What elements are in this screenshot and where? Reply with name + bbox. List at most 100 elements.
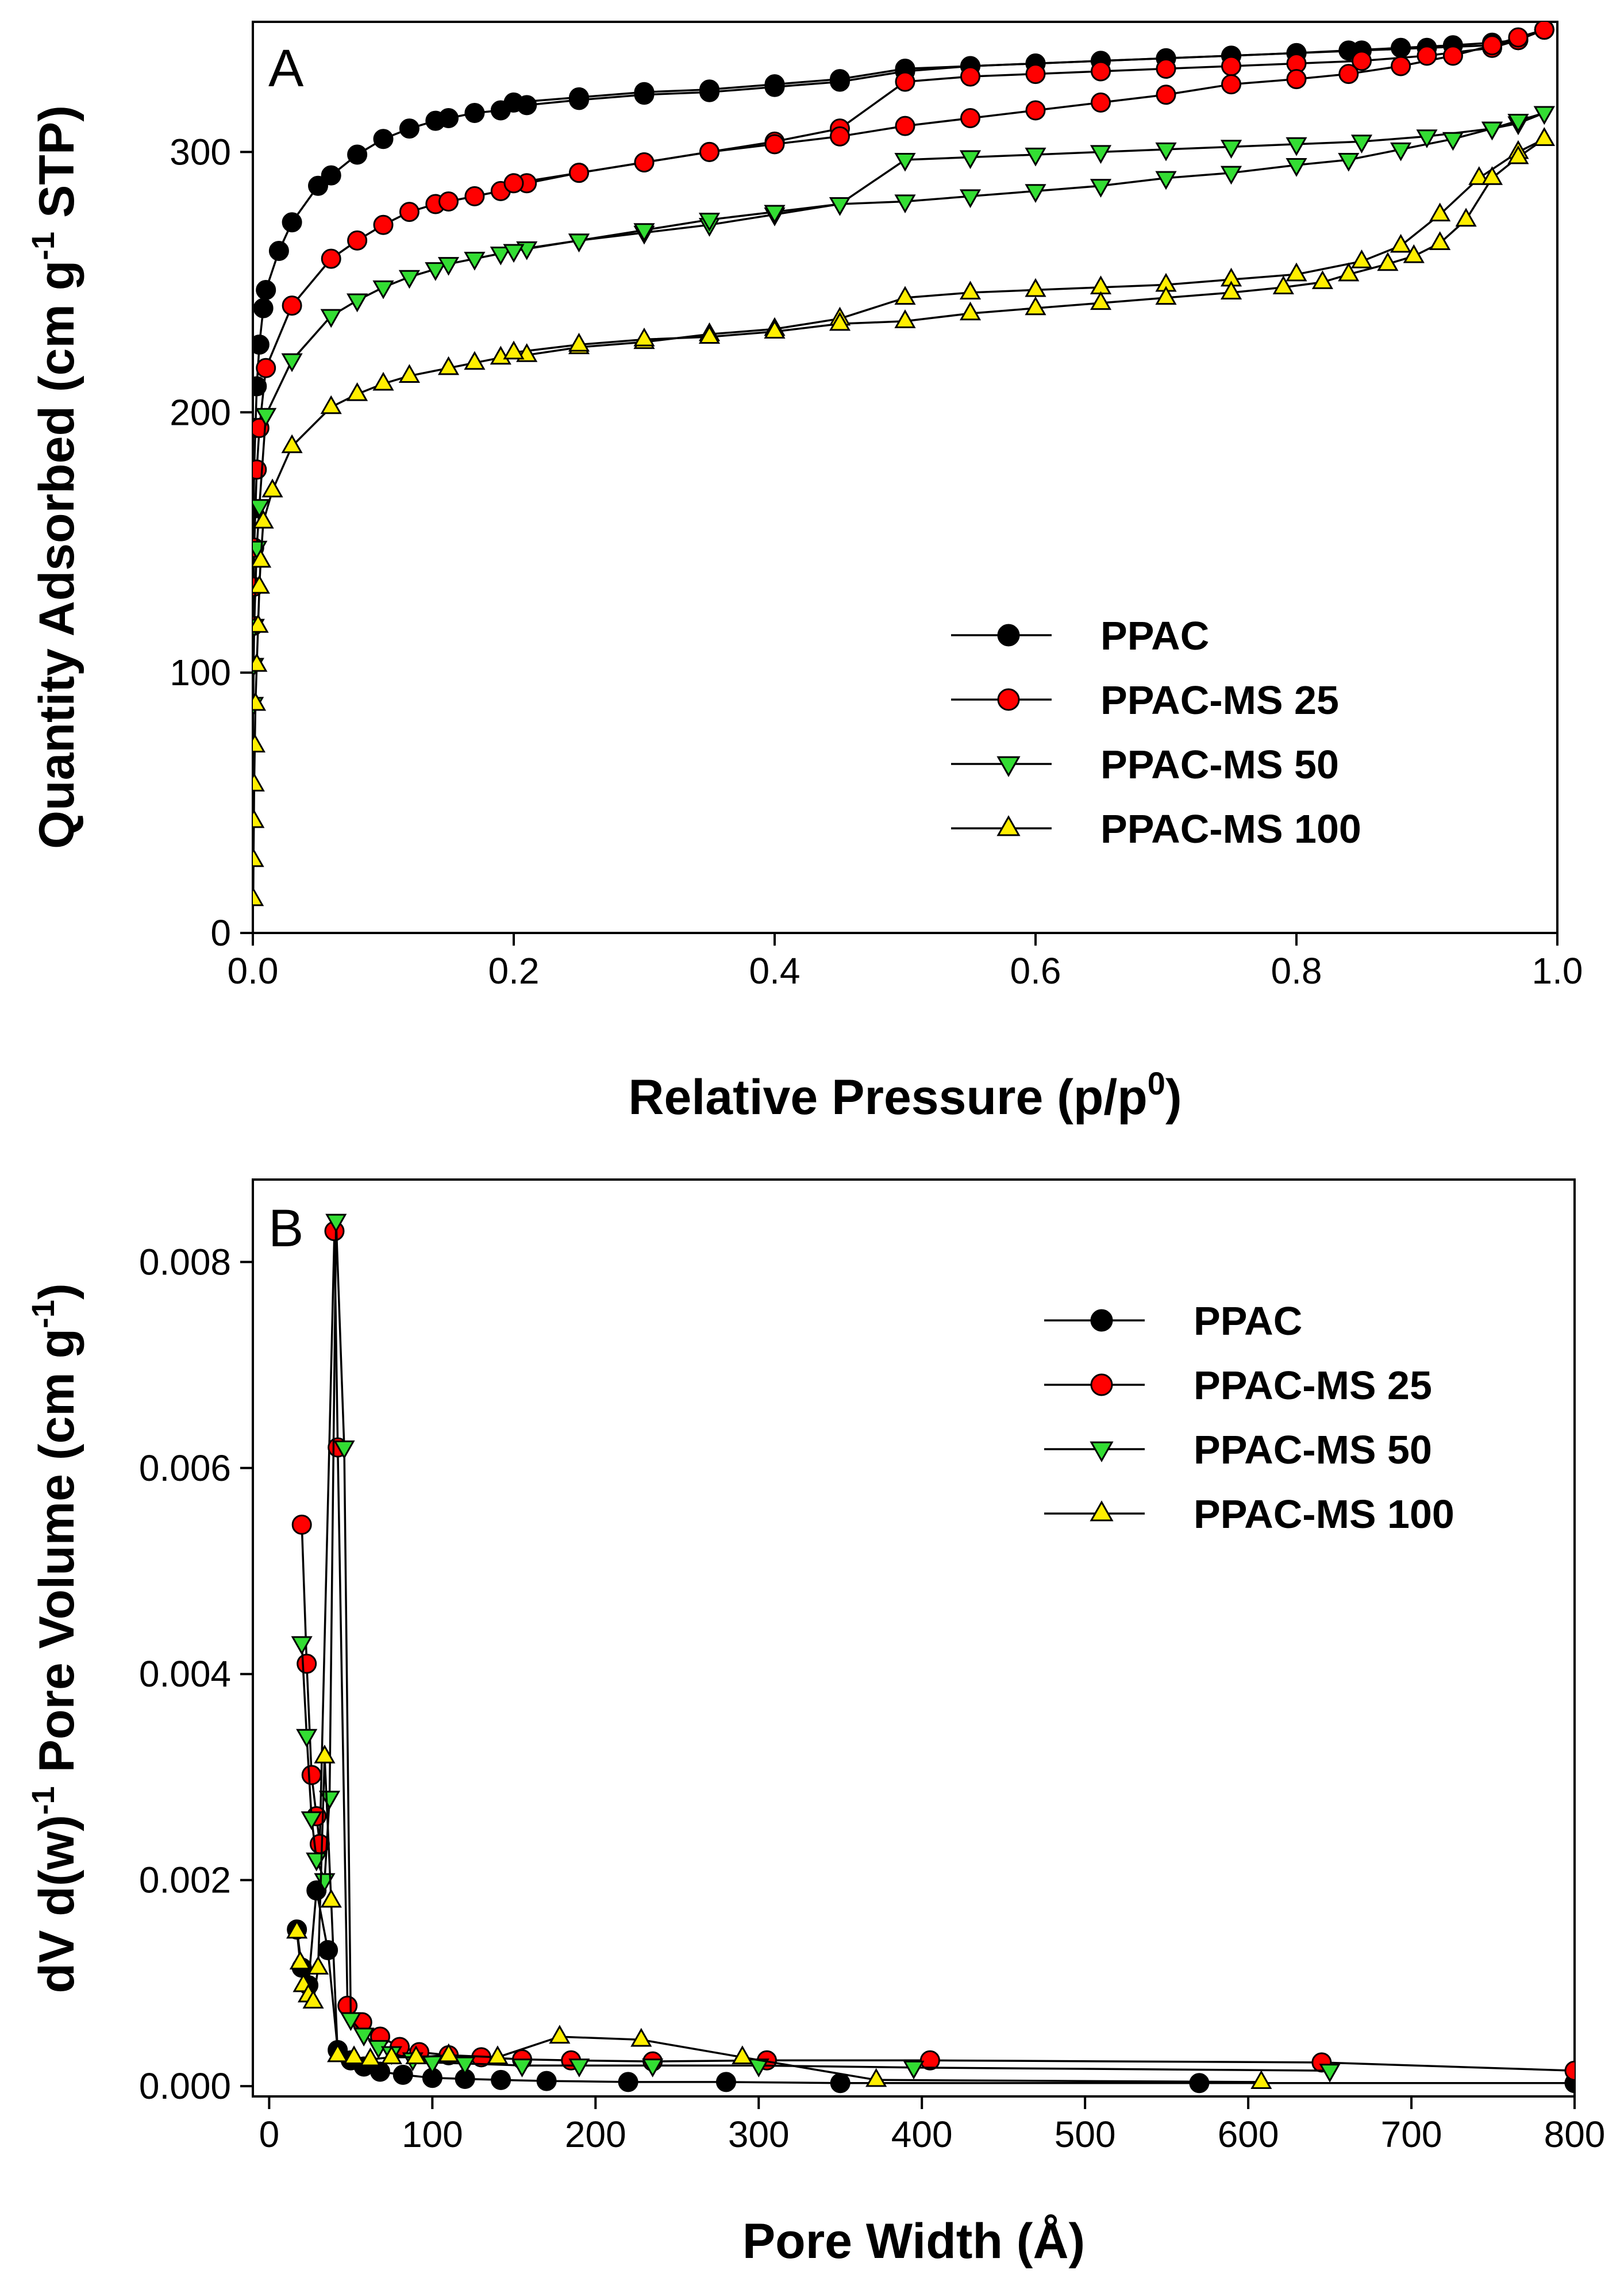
panelA-series-ppac-ms-100 bbox=[253, 127, 1555, 907]
panelA-point-ppac-ms-50 bbox=[398, 270, 420, 289]
panelA-point-ppac bbox=[253, 298, 274, 318]
panelA-point-ppac-ms-100 bbox=[959, 281, 982, 300]
panel-b: 0 100 200 300 400 500 600 700 800 0.0000.0020.00… bbox=[25, 1178, 1606, 2269]
panelA-point-ppac-ms-100 bbox=[1155, 286, 1177, 305]
panelA-point-ppac-ms-100 bbox=[633, 327, 655, 347]
panelA-point-ppac bbox=[253, 335, 270, 355]
panelA-point-ppac-ms-50 bbox=[1025, 184, 1046, 203]
panel-a-letter: A bbox=[268, 39, 304, 98]
panelA-point-ppac bbox=[1391, 37, 1411, 58]
panelA-legend-item-ppac-ms-50: PPAC-MS 50 bbox=[951, 742, 1339, 787]
panelA-x-tick-label: 0.8 bbox=[1271, 950, 1322, 992]
panelA-point-ppac-ms-25 bbox=[1391, 56, 1411, 76]
panelA-point-ppac-ms-50 bbox=[1090, 179, 1112, 198]
panelA-point-ppac-ms-100 bbox=[1390, 233, 1412, 253]
panel-a: 0.0 0.2 0.4 0.6 0.8 1.0 0 100 200 300 A Relative… bbox=[25, 21, 1583, 1125]
panelB-x-tick-label: 300 bbox=[728, 2114, 790, 2155]
panel-b-series bbox=[286, 1213, 1575, 2094]
panelA-point-ppac bbox=[308, 175, 328, 196]
panelA-point-ppac-ms-100 bbox=[1377, 252, 1399, 271]
panelB-point-ppac bbox=[1189, 2073, 1210, 2094]
panel-a-y-ticks: 0 100 200 300 bbox=[170, 131, 253, 954]
panelA-line-ppac-ms-100-desorption bbox=[513, 138, 1545, 354]
panelB-legend-item-ppac: PPAC bbox=[1044, 1299, 1302, 1343]
panelA-point-ppac-ms-100 bbox=[253, 887, 264, 907]
panelB-y-tick-label: 0.002 bbox=[139, 1860, 231, 1901]
panelB-x-tick-label: 500 bbox=[1055, 2114, 1116, 2155]
panelA-point-ppac-ms-50 bbox=[464, 252, 486, 271]
panelA-point-ppac-ms-50 bbox=[1155, 171, 1177, 190]
panelA-point-ppac bbox=[699, 79, 719, 100]
panelA-point-ppac-ms-50 bbox=[1507, 114, 1529, 133]
panelA-point-ppac-ms-50 bbox=[894, 152, 916, 172]
panelA-point-ppac-ms-50 bbox=[253, 499, 270, 518]
panelA-legend-label: PPAC-MS 25 bbox=[1100, 678, 1339, 723]
panelB-x-tick-label: 100 bbox=[402, 2114, 463, 2155]
panelA-point-ppac-ms-100 bbox=[253, 773, 265, 792]
panelA-point-ppac-ms-50 bbox=[959, 150, 982, 170]
panelB-legend-label: PPAC-MS 50 bbox=[1194, 1427, 1432, 1472]
panel-b-y-ticks: 0.000 0.002 0.004 0.006 0.008 bbox=[139, 1241, 253, 2107]
panelA-point-ppac-ms-100 bbox=[1338, 262, 1360, 282]
panelA-point-ppac-ms-100 bbox=[281, 434, 303, 454]
panelA-point-ppac-ms-25 bbox=[1417, 45, 1437, 66]
panelA-point-ppac-ms-100 bbox=[1429, 231, 1451, 250]
panelB-x-tick-label: 800 bbox=[1544, 2114, 1606, 2155]
panelA-point-ppac-ms-50 bbox=[1442, 132, 1464, 151]
panelB-point-ppac-ms-100 bbox=[289, 1950, 311, 1970]
panelA-point-ppac bbox=[256, 279, 276, 300]
panelA-legend-label: PPAC-MS 50 bbox=[1100, 742, 1339, 787]
panel-a-x-axis-title-end: ) bbox=[1165, 1070, 1182, 1125]
panelA-point-ppac-ms-100 bbox=[1481, 166, 1503, 185]
panelA-legend-label: PPAC-MS 100 bbox=[1100, 806, 1361, 851]
panelA-point-ppac-ms-25 bbox=[1482, 35, 1502, 56]
panelB-point-ppac-ms-100 bbox=[630, 2027, 652, 2047]
panelA-point-ppac-ms-100 bbox=[959, 301, 982, 321]
panelA-point-ppac-ms-50 bbox=[1155, 142, 1177, 162]
panelA-point-ppac-ms-25 bbox=[1338, 64, 1359, 85]
panelA-point-ppac-ms-50 bbox=[1481, 121, 1503, 141]
panelA-point-ppac bbox=[634, 82, 655, 102]
panelA-point-ppac bbox=[438, 108, 459, 129]
panel-a-x-ticks: 0.0 0.2 0.4 0.6 0.8 1.0 bbox=[228, 933, 1583, 992]
panelB-point-ppac-ms-50 bbox=[291, 1636, 313, 1656]
panelB-point-ppac-ms-50 bbox=[1319, 2064, 1341, 2083]
panelA-y-tick-label: 200 bbox=[170, 391, 231, 433]
panelA-point-ppac-ms-25 bbox=[634, 152, 655, 173]
panelA-point-ppac-ms-25 bbox=[1025, 64, 1046, 85]
panelA-point-ppac-ms-100 bbox=[1350, 249, 1373, 268]
panelB-legend-item-ppac-ms-50: PPAC-MS 50 bbox=[1044, 1427, 1432, 1472]
panelA-point-ppac-ms-25 bbox=[1091, 61, 1111, 82]
panelA-legend-item-ppac-ms-25: PPAC-MS 25 bbox=[951, 678, 1339, 723]
panelB-point-ppac-ms-100 bbox=[327, 2043, 349, 2063]
panelB-point-ppac-ms-25 bbox=[1564, 2060, 1575, 2081]
panel-a-y-axis-title-main: Quantity Adsorbed (cm g bbox=[29, 260, 84, 849]
panelA-point-ppac-ms-25 bbox=[1508, 27, 1529, 48]
panelA-point-ppac-ms-50 bbox=[425, 262, 447, 281]
panel-b-plot-frame bbox=[252, 1178, 1576, 2098]
panel-a-x-axis-title-main: Relative Pressure (p/p bbox=[628, 1070, 1147, 1125]
panelA-point-ppac-ms-50 bbox=[1338, 152, 1360, 172]
panelA-point-ppac-ms-50 bbox=[1220, 166, 1242, 185]
panelA-point-ppac-ms-50 bbox=[347, 293, 368, 313]
panel-b-y-axis-title-mid: Pore Volume (cm g bbox=[29, 1328, 84, 1786]
panelB-point-ppac-ms-25 bbox=[919, 2050, 940, 2071]
panelA-point-ppac-ms-100 bbox=[894, 286, 916, 305]
panelA-point-ppac-ms-100 bbox=[503, 340, 525, 360]
panelA-x-tick-label: 0.6 bbox=[1010, 950, 1061, 992]
panelA-point-ppac-ms-100 bbox=[347, 382, 368, 401]
panelA-point-ppac-ms-100 bbox=[372, 371, 394, 391]
panelA-point-ppac-ms-100 bbox=[320, 395, 342, 414]
panelA-point-ppac-ms-100 bbox=[1025, 296, 1046, 316]
panelB-point-ppac-ms-100 bbox=[1250, 2070, 1272, 2089]
panelB-point-ppac-ms-50 bbox=[325, 1213, 347, 1233]
panelA-legend-marker bbox=[997, 624, 1020, 647]
panelB-point-ppac-ms-25 bbox=[297, 1653, 317, 1674]
panelA-point-ppac-ms-25 bbox=[764, 134, 785, 155]
panelB-legend-item-ppac-ms-25: PPAC-MS 25 bbox=[1044, 1363, 1432, 1408]
panelA-point-ppac bbox=[569, 87, 589, 107]
panelA-point-ppac bbox=[830, 69, 850, 90]
panelA-point-ppac-ms-100 bbox=[253, 509, 274, 529]
panelB-point-ppac bbox=[392, 2064, 413, 2085]
panelB-y-tick-label: 0.004 bbox=[139, 1653, 231, 1695]
